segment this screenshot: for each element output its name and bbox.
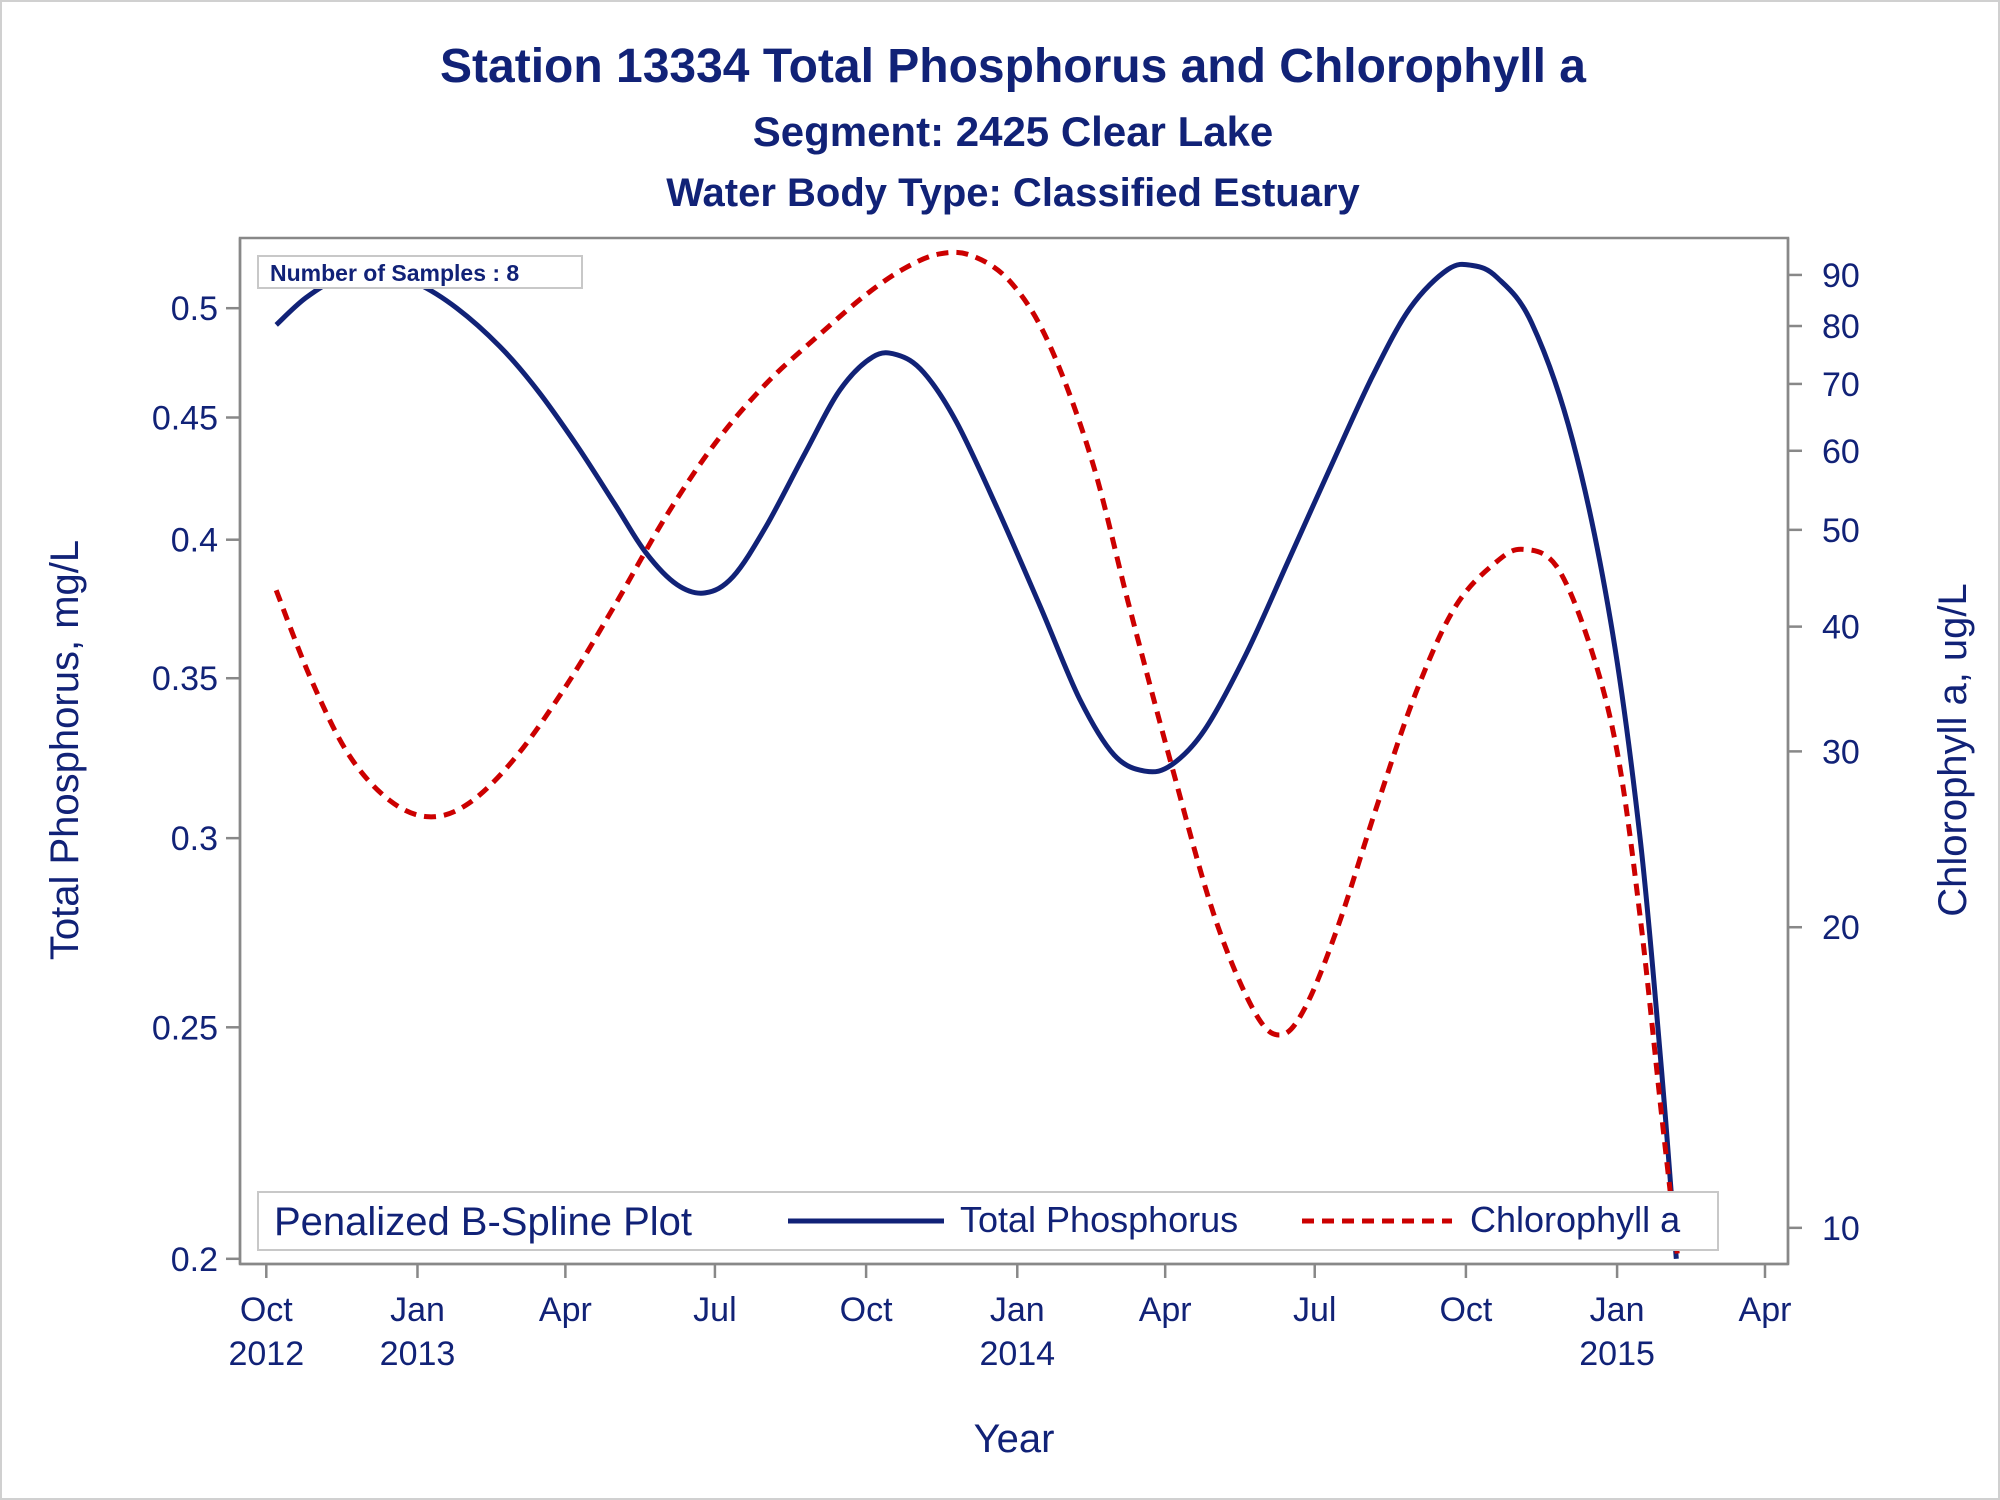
x-tick-label: Jul [1293,1291,1336,1329]
y-tick-label-right: 70 [1822,366,1860,404]
x-tick-year-label: 2012 [228,1335,304,1373]
legend: Penalized B-Spline Plot Total Phosphorus… [257,1191,1719,1251]
y-tick-label-right: 20 [1822,909,1860,947]
legend-label-chlorophyll-a: Chlorophyll a [1470,1199,1681,1240]
chart-subtitle: Segment: 2425 Clear Lake [753,108,1274,155]
samples-inset: Number of Samples : 8 [257,255,583,289]
y-tick-label-right: 80 [1822,308,1860,346]
y-tick-label-right: 50 [1822,512,1860,550]
y-axis-right: 10 20 30 40 50 60 70 80 90 [1786,238,1860,1264]
x-tick-label: Oct [240,1291,293,1329]
legend-box [257,1191,1719,1251]
x-tick-label: Jul [693,1291,736,1329]
x-tick-label: Oct [1439,1291,1492,1329]
legend-title: Penalized B-Spline Plot [274,1200,692,1244]
x-axis: Oct 2012 Jan 2013 Apr Jul Oct Jan 2014 Apr Jul Oct J… [228,1262,1792,1373]
x-tick-year-label: 2015 [1579,1335,1655,1373]
y-axis-left: 0.2 0.25 0.3 0.35 0.4 0.45 0.5 [152,238,242,1279]
x-tick-label: Oct [840,1291,893,1329]
y-axis-label-left: Total Phosphorus, mg/L [43,540,87,960]
series-line-total-phosphorus [274,261,1679,1259]
y-tick-label-right: 40 [1822,609,1860,647]
x-tick-year-label: 2014 [979,1335,1055,1373]
y-axis-label-right: Chlorophyll a, ug/L [1931,583,1975,917]
y-tick-label-left: 0.2 [171,1241,218,1279]
y-tick-label-right: 30 [1822,733,1860,771]
x-tick-label: Apr [1139,1291,1192,1329]
series-line-chlorophyll-a [273,249,1681,1260]
y-tick-label-left: 0.35 [152,660,218,698]
y-tick-label-left: 0.25 [152,1009,218,1047]
series-layer [273,249,1681,1260]
x-axis-label: Year [974,1417,1055,1461]
legend-label-total-phosphorus: Total Phosphorus [960,1199,1238,1240]
y-tick-label-left: 0.5 [171,290,218,328]
samples-inset-box [257,255,583,289]
chart-subtitle-2: Water Body Type: Classified Estuary [666,171,1360,215]
y-tick-label-left: 0.4 [171,522,218,560]
chart-title: Station 13334 Total Phosphorus and Chlor… [440,40,1586,93]
x-tick-year-label: 2013 [380,1335,456,1373]
x-tick-label: Apr [539,1291,592,1329]
x-tick-label: Jan [990,1291,1045,1329]
x-tick-label: Apr [1739,1291,1792,1329]
y-tick-label-right: 10 [1822,1210,1860,1248]
samples-inset-label: Number of Samples : 8 [270,260,519,286]
x-tick-label: Jan [1590,1291,1645,1329]
y-tick-label-right: 60 [1822,433,1860,471]
y-tick-label-left: 0.45 [152,399,218,437]
x-tick-label: Jan [390,1291,445,1329]
y-tick-label-right: 90 [1822,257,1860,295]
y-tick-label-left: 0.3 [171,820,218,858]
